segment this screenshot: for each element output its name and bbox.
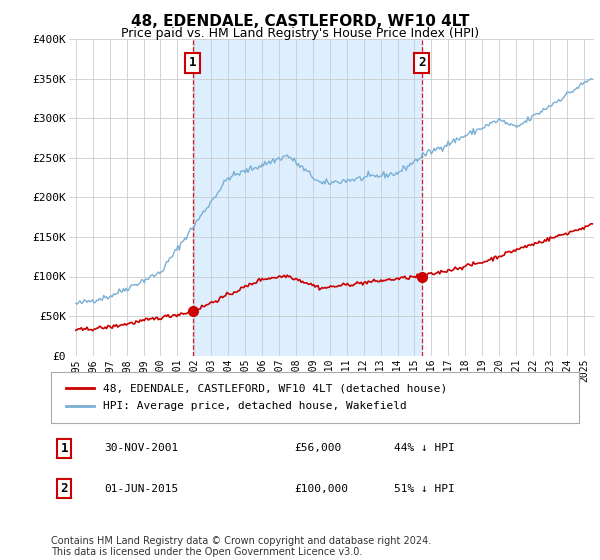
Legend: 48, EDENDALE, CASTLEFORD, WF10 4LT (detached house), HPI: Average price, detache: 48, EDENDALE, CASTLEFORD, WF10 4LT (deta… [62,379,452,416]
Text: 01-JUN-2015: 01-JUN-2015 [104,484,178,493]
Text: Contains HM Land Registry data © Crown copyright and database right 2024.
This d: Contains HM Land Registry data © Crown c… [51,535,431,557]
Text: 30-NOV-2001: 30-NOV-2001 [104,444,178,453]
Text: 1: 1 [189,57,197,69]
Text: 2: 2 [418,57,425,69]
Text: 2: 2 [61,482,68,495]
Bar [193,39,422,356]
Text: Price paid vs. HM Land Registry's House Price Index (HPI): Price paid vs. HM Land Registry's House … [121,27,479,40]
Text: £100,000: £100,000 [294,484,348,493]
Text: 48, EDENDALE, CASTLEFORD, WF10 4LT: 48, EDENDALE, CASTLEFORD, WF10 4LT [131,14,469,29]
Text: 51% ↓ HPI: 51% ↓ HPI [394,484,455,493]
Text: 1: 1 [61,442,68,455]
Text: £56,000: £56,000 [294,444,341,453]
Text: 44% ↓ HPI: 44% ↓ HPI [394,444,455,453]
